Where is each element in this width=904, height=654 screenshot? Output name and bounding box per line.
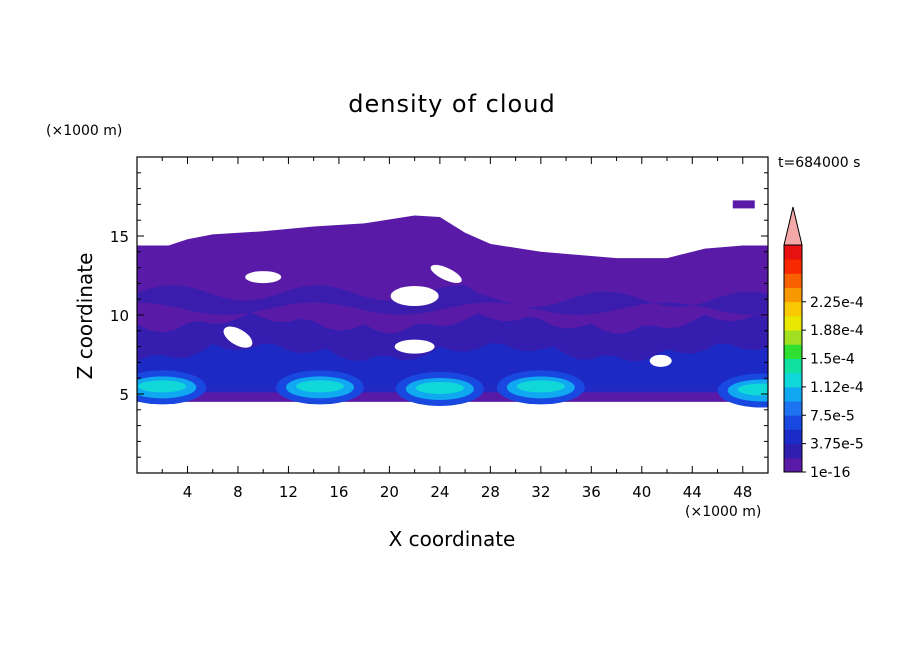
colorbar-label: 7.5e-5 (810, 408, 855, 424)
y-axis-label: Z coordinate (73, 253, 97, 380)
clear-hole (394, 339, 435, 354)
x-tick-label: 24 (430, 483, 449, 501)
clear-hole (649, 354, 672, 367)
x-tick-label: 32 (531, 483, 550, 501)
colorbar-swatch (784, 330, 802, 345)
colorbar-label: 1.12e-4 (810, 380, 864, 396)
x-tick-label: 12 (279, 483, 298, 501)
colorbar-swatch (784, 344, 802, 359)
dense-core-peak (138, 380, 187, 393)
colorbar-swatch (784, 372, 802, 388)
x-axis: 4 8 12 16 20 24 28 32 36 40 44 48 (161, 157, 752, 501)
colorbar-swatch (784, 429, 802, 445)
colorbar-label: 1.5e-4 (810, 352, 855, 368)
y-tick-label: 15 (110, 228, 129, 246)
dense-core-peak (737, 383, 768, 396)
x-tick-label: 28 (481, 483, 500, 501)
y-tick-label: 10 (110, 307, 129, 325)
x-tick-label: 40 (632, 483, 651, 501)
dense-core-peak (295, 380, 344, 393)
x-tick-label: 8 (233, 483, 243, 501)
colorbar-label: 3.75e-5 (810, 437, 864, 453)
plot-area (137, 200, 768, 408)
time-label: t=684000 s (778, 155, 860, 171)
x-tick-label: 20 (380, 483, 399, 501)
colorbar-swatch (784, 401, 802, 416)
chart-title: density of cloud (348, 90, 555, 118)
colorbar-label: 2.25e-4 (810, 295, 864, 311)
y-tick-label: 5 (119, 386, 129, 404)
colorbar-swatch (784, 301, 802, 317)
colorbar-swatch (784, 386, 802, 402)
clear-hole (430, 264, 462, 283)
x-unit-label: (×1000 m) (685, 504, 761, 520)
colorbar-swatch (784, 443, 802, 459)
colorbar-swatch (784, 245, 802, 260)
x-tick-label: 4 (183, 483, 193, 501)
clear-hole (245, 271, 282, 284)
colorbar-label: 1e-16 (810, 465, 850, 481)
colorbar-swatch (784, 457, 802, 473)
colorbar-swatch (784, 273, 802, 288)
dense-core-peak (415, 381, 464, 394)
colorbar-swatch (784, 315, 802, 331)
dense-core-peak (516, 380, 565, 393)
detached-cloud-patch (732, 200, 755, 209)
colorbar-swatch (784, 358, 802, 374)
colorbar-label: 1.88e-4 (810, 323, 864, 339)
colorbar-swatch (784, 287, 802, 303)
x-tick-label: 48 (733, 483, 752, 501)
x-tick-label: 36 (582, 483, 601, 501)
y-axis: 5 10 15 (110, 172, 768, 458)
cloud-band-upper (137, 285, 768, 315)
x-axis-label: X coordinate (389, 527, 516, 551)
clear-hole (223, 326, 253, 348)
x-tick-label: 16 (329, 483, 348, 501)
colorbar-swatch (784, 415, 802, 430)
clear-hole (390, 286, 439, 307)
colorbar: 1e-16 3.75e-5 7.5e-5 1.12e-4 1.5e-4 1.88e-4 2.… (783, 206, 864, 481)
y-unit-label: (×1000 m) (46, 123, 122, 139)
colorbar-overflow-triangle (783, 206, 803, 246)
x-tick-label: 44 (683, 483, 702, 501)
colorbar-swatch (784, 259, 802, 274)
